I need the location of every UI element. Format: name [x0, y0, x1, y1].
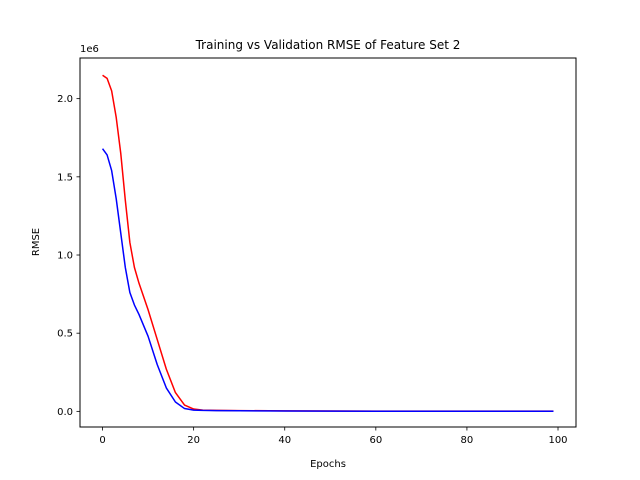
y-tick-label: 0.5 [57, 329, 73, 340]
x-axis-label: Epochs [310, 459, 346, 470]
y-tick-label: 1.5 [57, 172, 73, 183]
y-tick-label: 2.0 [57, 94, 73, 105]
series-line-2 [101, 148, 554, 412]
y-tick-label: 1.0 [57, 251, 73, 262]
x-axis-ticks: 0 20 40 60 80 100 [99, 427, 568, 446]
chart-title: Training vs Validation RMSE of Feature S… [195, 38, 461, 52]
x-tick-label: 80 [461, 435, 474, 446]
plot-frame [79, 57, 577, 428]
x-tick-label: 0 [99, 435, 105, 446]
series-layer [101, 74, 554, 412]
x-tick-label: 100 [548, 435, 567, 446]
y-axis-offset-text: 1e6 [80, 44, 99, 55]
y-tick-label: 0.0 [57, 407, 73, 418]
x-tick-label: 20 [187, 435, 200, 446]
x-tick-label: 60 [369, 435, 382, 446]
x-tick-label: 40 [278, 435, 291, 446]
y-axis-label: RMSE [31, 228, 42, 256]
y-axis-ticks: 0.0 0.5 1.0 1.5 2.0 [57, 94, 80, 418]
